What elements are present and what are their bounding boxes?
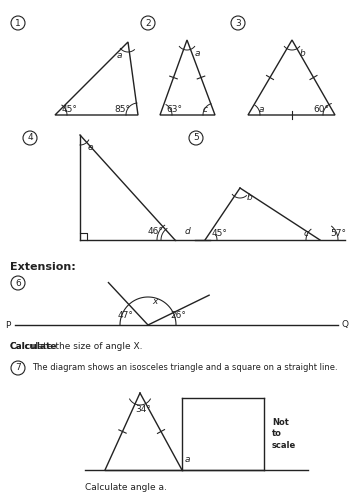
Text: d: d: [184, 228, 190, 236]
Text: b: b: [300, 48, 306, 58]
Text: a: a: [258, 106, 264, 114]
Text: 57°: 57°: [330, 228, 346, 237]
Text: 45°: 45°: [61, 106, 77, 114]
Text: 3: 3: [235, 18, 241, 28]
Text: e: e: [87, 142, 93, 152]
Text: x: x: [152, 296, 158, 306]
Text: Calculate angle a.: Calculate angle a.: [85, 483, 167, 492]
Text: c: c: [202, 106, 207, 114]
Text: c: c: [303, 228, 308, 237]
Text: P: P: [5, 320, 10, 330]
Text: 63°: 63°: [166, 106, 182, 114]
Text: 6: 6: [15, 278, 21, 287]
Text: 1: 1: [15, 18, 21, 28]
Text: The diagram shows an isosceles triangle and a square on a straight line.: The diagram shows an isosceles triangle …: [32, 364, 338, 372]
Text: a: a: [194, 48, 200, 58]
Text: 7: 7: [15, 364, 21, 372]
Text: Not
to
scale: Not to scale: [272, 418, 296, 450]
Text: 26°: 26°: [170, 310, 186, 320]
Text: 4: 4: [27, 134, 33, 142]
Text: 85°: 85°: [114, 106, 130, 114]
Text: 45°: 45°: [212, 228, 228, 237]
Text: Extension:: Extension:: [10, 262, 76, 272]
Text: Q: Q: [342, 320, 349, 330]
Text: b: b: [247, 194, 253, 202]
Text: 5: 5: [193, 134, 199, 142]
Text: 47°: 47°: [118, 310, 134, 320]
Text: 60°: 60°: [313, 106, 329, 114]
Text: 46°: 46°: [147, 228, 163, 236]
Text: Calculate: Calculate: [10, 342, 57, 351]
Text: 2: 2: [145, 18, 151, 28]
Text: 34°: 34°: [135, 406, 151, 414]
Text: Calculate the size of angle X.: Calculate the size of angle X.: [10, 342, 143, 351]
Text: a: a: [184, 456, 190, 464]
Text: a: a: [116, 50, 122, 59]
